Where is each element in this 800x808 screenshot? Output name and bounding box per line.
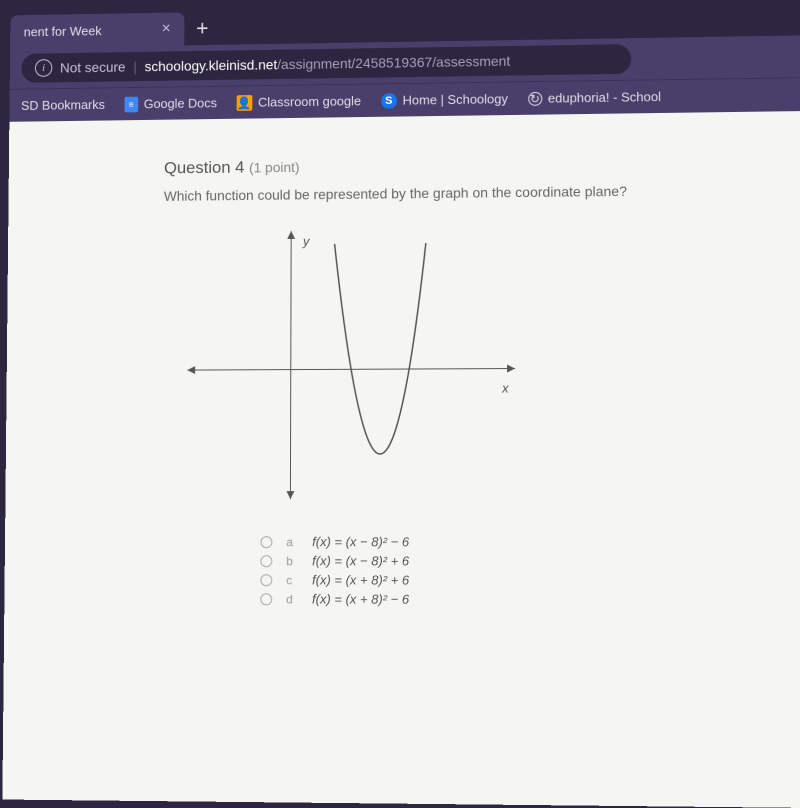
question-points: (1 point) xyxy=(249,159,300,175)
bookmark-label: Home | Schoology xyxy=(403,91,508,107)
info-icon[interactable]: i xyxy=(35,59,53,77)
svg-text:y: y xyxy=(302,234,311,249)
radio-icon[interactable] xyxy=(260,574,272,586)
option-text: f(x) = (x + 8)² + 6 xyxy=(312,572,409,587)
eduphoria-icon: ↻ xyxy=(528,91,542,105)
svg-text:x: x xyxy=(501,380,509,395)
option-letter: d xyxy=(286,592,298,606)
bookmark-sd[interactable]: SD Bookmarks xyxy=(21,97,105,113)
answer-option-c[interactable]: c f(x) = (x + 8)² + 6 xyxy=(260,572,786,589)
option-text: f(x) = (x + 8)² − 6 xyxy=(312,591,409,606)
bookmark-eduphoria[interactable]: ↻ eduphoria! - School xyxy=(528,89,661,106)
browser-tab[interactable]: nent for Week × xyxy=(10,12,184,48)
option-text: f(x) = (x − 8)² − 6 xyxy=(312,534,409,549)
coordinate-graph: yx xyxy=(182,224,521,504)
close-icon[interactable]: × xyxy=(162,20,171,38)
question-title: Question 4 (1 point) xyxy=(164,151,782,178)
schoology-icon: S xyxy=(381,92,397,108)
option-letter: a xyxy=(286,535,298,549)
bookmark-schoology[interactable]: S Home | Schoology xyxy=(381,91,508,109)
bookmark-label: eduphoria! - School xyxy=(548,89,661,105)
answer-option-d[interactable]: d f(x) = (x + 8)² − 6 xyxy=(260,591,786,608)
page-content: Question 4 (1 point) Which function coul… xyxy=(2,111,800,808)
question-text: Which function could be represented by t… xyxy=(164,181,782,204)
url-box[interactable]: i Not secure | schoology.kleinisd.net/as… xyxy=(21,44,631,83)
bookmark-classroom[interactable]: 👤 Classroom google xyxy=(236,93,361,110)
tab-title: nent for Week xyxy=(24,23,102,39)
url-host: schoology.kleinisd.net xyxy=(145,57,278,75)
radio-icon[interactable] xyxy=(260,536,272,548)
radio-icon[interactable] xyxy=(260,593,272,605)
option-letter: b xyxy=(286,554,298,568)
new-tab-button[interactable]: + xyxy=(184,12,220,46)
gdocs-icon: ≡ xyxy=(124,96,138,112)
answer-option-b[interactable]: b f(x) = (x − 8)² + 6 xyxy=(260,553,785,569)
radio-icon[interactable] xyxy=(260,555,272,567)
question-number: Question 4 xyxy=(164,158,245,178)
bookmark-label: SD Bookmarks xyxy=(21,97,105,113)
bookmark-label: Google Docs xyxy=(144,96,217,112)
security-label: Not secure xyxy=(60,59,126,76)
option-letter: c xyxy=(286,573,298,587)
classroom-icon: 👤 xyxy=(236,95,252,111)
bookmark-gdocs[interactable]: ≡ Google Docs xyxy=(124,95,217,112)
graph-svg: yx xyxy=(182,224,521,504)
answer-options: a f(x) = (x − 8)² − 6 b f(x) = (x − 8)² … xyxy=(260,534,786,608)
option-text: f(x) = (x − 8)² + 6 xyxy=(312,553,409,568)
answer-option-a[interactable]: a f(x) = (x − 8)² − 6 xyxy=(260,534,785,550)
url-path: /assignment/2458519367/assessment xyxy=(277,53,510,72)
bookmark-label: Classroom google xyxy=(258,93,361,109)
